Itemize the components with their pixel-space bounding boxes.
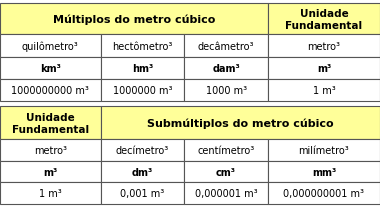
Text: Unidade
Fundamental: Unidade Fundamental xyxy=(12,112,89,134)
Text: 1 m³: 1 m³ xyxy=(313,85,335,95)
Bar xyxy=(101,161,184,183)
Text: m³: m³ xyxy=(43,167,57,177)
Text: Submúltiplos do metro cúbico: Submúltiplos do metro cúbico xyxy=(147,118,334,128)
Bar xyxy=(0,79,101,101)
Text: Múltiplos do metro cúbico: Múltiplos do metro cúbico xyxy=(53,14,215,25)
Text: Unidade
Fundamental: Unidade Fundamental xyxy=(285,9,363,30)
Text: quilômetro³: quilômetro³ xyxy=(22,41,79,52)
Text: metro³: metro³ xyxy=(34,145,67,155)
Text: km³: km³ xyxy=(40,63,61,73)
Text: centímetro³: centímetro³ xyxy=(198,145,255,155)
Bar xyxy=(101,79,184,101)
Bar xyxy=(184,57,268,79)
Bar xyxy=(184,140,268,161)
Bar xyxy=(268,161,380,183)
Bar xyxy=(184,35,268,57)
Bar xyxy=(0,57,101,79)
Bar xyxy=(268,183,380,204)
Bar xyxy=(101,35,184,57)
Bar xyxy=(101,140,184,161)
Bar xyxy=(101,57,184,79)
Text: 0,001 m³: 0,001 m³ xyxy=(120,188,165,198)
Bar xyxy=(268,4,380,35)
Bar xyxy=(268,57,380,79)
Text: hectômetro³: hectômetro³ xyxy=(112,41,173,51)
Bar xyxy=(184,79,268,101)
Bar xyxy=(0,4,268,35)
Text: decâmetro³: decâmetro³ xyxy=(198,41,254,51)
Bar xyxy=(0,183,101,204)
Bar xyxy=(184,161,268,183)
Text: dam³: dam³ xyxy=(212,63,240,73)
Bar xyxy=(0,35,101,57)
Text: decímetro³: decímetro³ xyxy=(116,145,169,155)
Text: metro³: metro³ xyxy=(307,41,340,51)
Text: 0,000000001 m³: 0,000000001 m³ xyxy=(283,188,364,198)
Text: 1000000 m³: 1000000 m³ xyxy=(113,85,172,95)
Text: 1000 m³: 1000 m³ xyxy=(206,85,247,95)
Bar xyxy=(0,107,101,140)
Bar xyxy=(0,161,101,183)
Text: mm³: mm³ xyxy=(312,167,336,177)
Text: 1 m³: 1 m³ xyxy=(39,188,62,198)
Text: m³: m³ xyxy=(317,63,331,73)
Bar xyxy=(0,140,101,161)
Bar xyxy=(268,79,380,101)
Text: milímetro³: milímetro³ xyxy=(299,145,349,155)
Text: hm³: hm³ xyxy=(132,63,153,73)
Bar xyxy=(268,35,380,57)
Text: 0,000001 m³: 0,000001 m³ xyxy=(195,188,257,198)
Bar xyxy=(268,140,380,161)
Bar xyxy=(184,183,268,204)
Text: dm³: dm³ xyxy=(132,167,153,177)
Text: cm³: cm³ xyxy=(216,167,236,177)
Bar xyxy=(101,183,184,204)
Bar xyxy=(101,107,380,140)
Text: 1000000000 m³: 1000000000 m³ xyxy=(11,85,89,95)
